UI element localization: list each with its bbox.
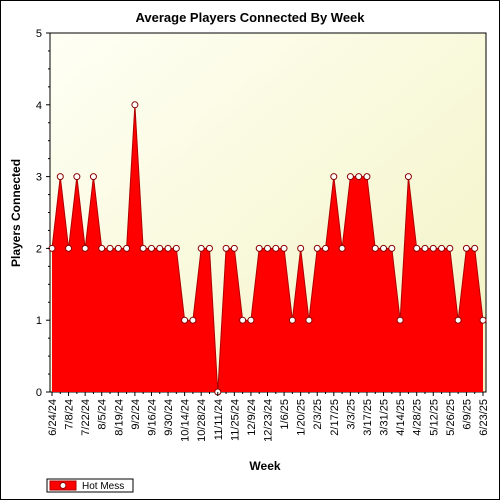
data-point <box>222 244 230 252</box>
y-axis-label: Players Connected <box>9 159 23 267</box>
legend-label-hot-mess: Hot Mess <box>82 481 124 492</box>
data-point <box>421 244 429 252</box>
data-point <box>106 244 114 252</box>
data-point <box>98 244 106 252</box>
data-point <box>288 316 296 324</box>
data-point <box>123 244 131 252</box>
data-point <box>114 244 122 252</box>
data-point <box>413 244 421 252</box>
x-tick-label: 8/5/24 <box>97 399 109 430</box>
data-point <box>89 173 97 181</box>
x-tick-label: 1/20/25 <box>296 399 308 436</box>
data-point <box>247 316 255 324</box>
x-tick-label: 11/25/24 <box>229 399 241 441</box>
x-tick-label: 10/28/24 <box>196 399 208 442</box>
x-tick-label: 5/26/25 <box>445 399 457 436</box>
data-point <box>65 244 73 252</box>
x-tick-label: 3/31/25 <box>379 399 391 436</box>
data-point <box>330 173 338 181</box>
x-tick-label: 9/2/24 <box>130 399 142 430</box>
legend-marker <box>59 482 67 489</box>
x-tick-label: 5/12/25 <box>428 399 440 436</box>
x-tick-label: 4/14/25 <box>395 399 407 436</box>
data-point <box>205 244 213 252</box>
data-point <box>197 244 205 252</box>
data-point <box>446 244 454 252</box>
data-point <box>462 244 470 252</box>
data-point <box>454 316 462 324</box>
data-point <box>322 244 330 252</box>
y-tick-label: 1 <box>36 315 42 327</box>
x-tick-label: 7/8/24 <box>64 399 76 430</box>
x-tick-label: 4/28/25 <box>412 399 424 436</box>
x-tick-label: 9/16/24 <box>146 399 158 436</box>
data-point <box>81 244 89 252</box>
x-tick-label: 12/23/24 <box>263 399 275 442</box>
x-tick-label: 8/19/24 <box>113 399 125 436</box>
x-tick-label: 11/11/24 <box>213 399 225 440</box>
data-point <box>404 173 412 181</box>
legend: Hot Mess <box>46 478 134 493</box>
data-point <box>230 244 238 252</box>
data-point <box>156 244 164 252</box>
data-point <box>131 101 139 109</box>
data-point <box>239 316 247 324</box>
data-point <box>139 244 147 252</box>
data-point <box>396 316 404 324</box>
data-point <box>181 316 189 324</box>
x-tick-label: 2/17/25 <box>329 399 341 436</box>
data-point <box>471 244 479 252</box>
x-axis-label: Week <box>249 459 280 473</box>
series-layer <box>48 101 487 396</box>
x-tick-label: 7/22/24 <box>80 399 92 436</box>
x-axis: 6/24/24 7/8/24 7/22/24 8/5/24 8/19/24 9/2/24 9… <box>47 392 490 442</box>
x-tick-label: 2/3/25 <box>312 399 324 430</box>
data-point <box>338 244 346 252</box>
y-tick-label: 4 <box>36 100 42 112</box>
x-tick-label: 6/23/25 <box>478 399 490 436</box>
data-point <box>305 316 313 324</box>
data-point <box>380 244 388 252</box>
y-tick-label: 3 <box>36 172 42 184</box>
y-tick-label: 0 <box>36 387 42 399</box>
chart-title: Average Players Connected By Week <box>135 10 365 25</box>
x-tick-label: 12/9/24 <box>246 399 258 436</box>
x-tick-label: 3/3/25 <box>345 399 357 430</box>
x-tick-label: 9/30/24 <box>163 399 175 436</box>
x-tick-label: 6/9/25 <box>461 399 473 430</box>
data-point <box>438 244 446 252</box>
x-tick-label: 3/17/25 <box>362 399 374 436</box>
data-point <box>73 173 81 181</box>
y-axis: 0 1 2 3 4 5 <box>36 28 50 399</box>
data-point <box>346 173 354 181</box>
data-point <box>172 244 180 252</box>
data-point <box>264 244 271 252</box>
data-point <box>297 244 305 252</box>
data-point <box>313 244 321 252</box>
data-point <box>429 244 437 252</box>
y-tick-label: 5 <box>36 28 42 40</box>
data-point <box>272 244 280 252</box>
data-point <box>189 316 197 324</box>
x-tick-label: 6/24/24 <box>47 399 59 436</box>
x-tick-label: 10/14/24 <box>180 399 192 442</box>
x-tick-label: 1/6/25 <box>279 399 291 430</box>
data-point <box>164 244 172 252</box>
data-point <box>56 173 64 181</box>
data-point <box>371 244 379 252</box>
data-point <box>479 316 487 324</box>
data-point <box>363 173 371 181</box>
data-point <box>355 173 363 181</box>
data-point <box>255 244 263 252</box>
data-point <box>147 244 155 252</box>
data-point <box>388 244 396 252</box>
y-tick-label: 2 <box>36 243 42 255</box>
data-point <box>280 244 288 252</box>
